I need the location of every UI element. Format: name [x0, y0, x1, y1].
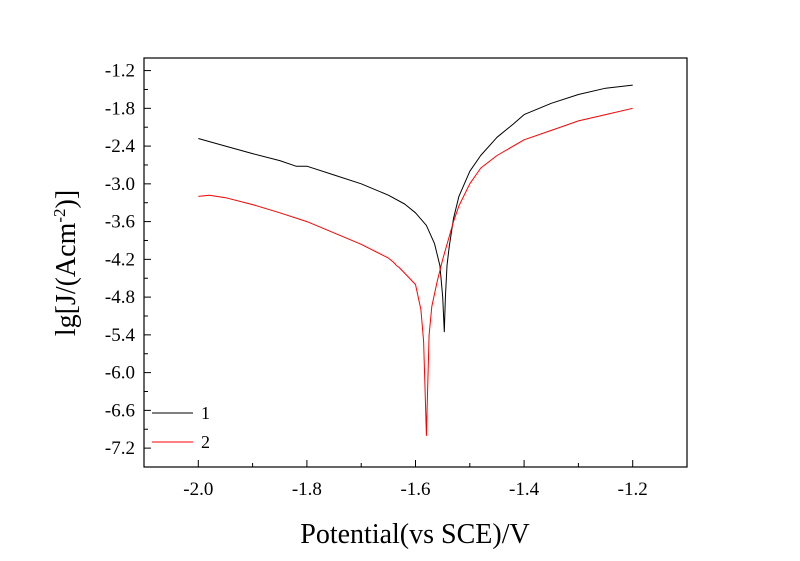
y-axis-title-main: lg[J/(Acm — [51, 222, 82, 336]
x-tick-label: -1.8 — [292, 479, 322, 500]
y-tick-label: -1.8 — [105, 98, 135, 119]
x-tick-label: -2.0 — [183, 479, 213, 500]
y-tick-label: -7.2 — [105, 438, 135, 459]
series-1-line — [198, 84, 633, 333]
y-tick-label: -6.0 — [105, 363, 135, 384]
series-layer — [198, 84, 633, 436]
x-axis-title: Potential(vs SCE)/V — [300, 519, 529, 550]
y-tick-label: -5.4 — [105, 325, 136, 346]
y-axis-title-tail: )] — [51, 190, 82, 209]
y-axis-title: lg[J/(Acm-2)] — [50, 190, 82, 336]
y-axis-title-superscript: -2 — [50, 208, 69, 222]
y-tick-label: -4.2 — [105, 249, 135, 270]
legend: 12 — [152, 403, 210, 452]
legend-label-2: 2 — [201, 432, 210, 452]
y-tick-label: -4.8 — [105, 287, 135, 308]
plot-frame — [143, 57, 688, 468]
series-2-line — [198, 107, 633, 436]
y-tick-label: -1.2 — [105, 61, 135, 82]
x-tick-label: -1.4 — [509, 479, 540, 500]
x-tick-label: -1.2 — [618, 479, 648, 500]
y-tick-label: -3.6 — [105, 212, 135, 233]
y-tick-label: -3.0 — [105, 174, 135, 195]
y-tick-label: -2.4 — [105, 136, 136, 157]
axis-ticks: -2.0 -1.8 -1.6 -1.4 -1.2 -1.2 -1.8 -2.4 -3.0 -3.6… — [105, 61, 688, 500]
y-tick-label: -6.6 — [105, 400, 135, 421]
x-tick-label: -1.6 — [400, 479, 430, 500]
legend-label-1: 1 — [201, 403, 210, 423]
